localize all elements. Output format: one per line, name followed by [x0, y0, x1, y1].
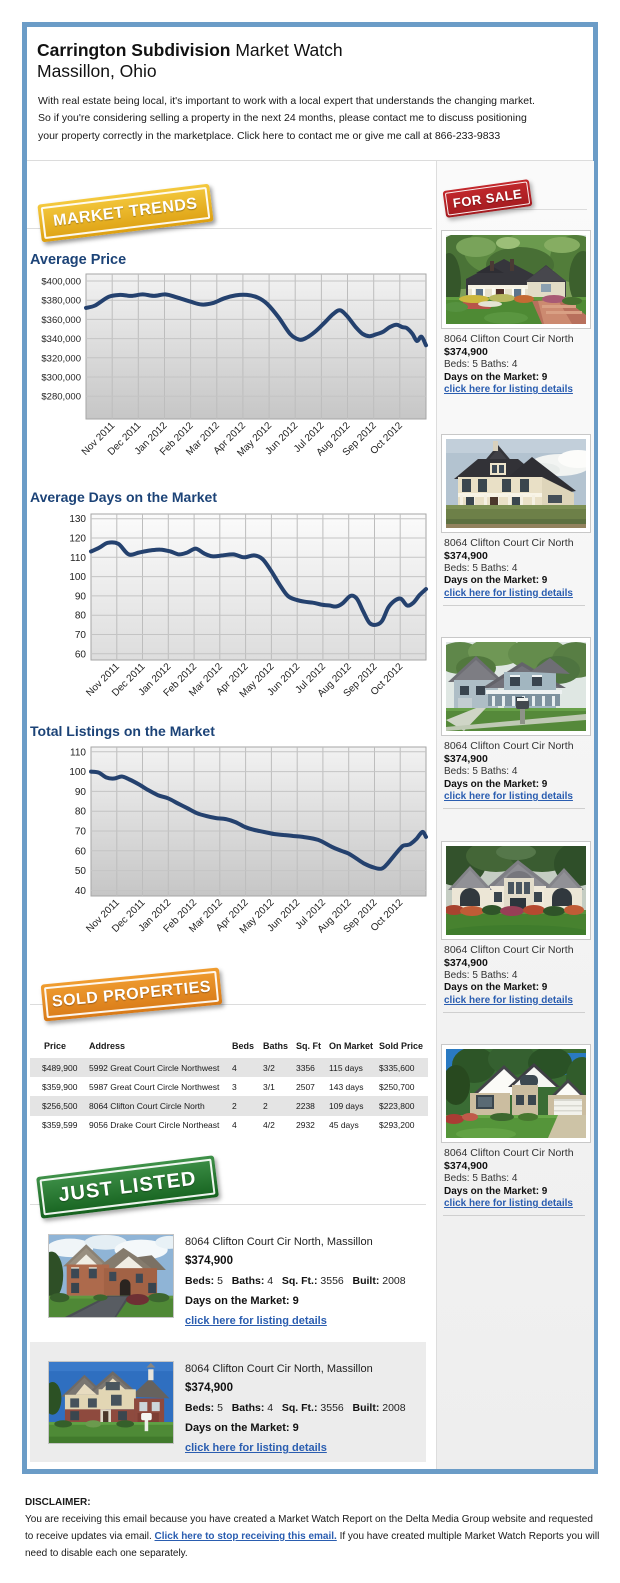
svg-text:$340,000: $340,000 [41, 334, 81, 345]
svg-text:$400,000: $400,000 [41, 277, 81, 288]
svg-text:70: 70 [75, 630, 87, 641]
svg-text:120: 120 [69, 534, 86, 545]
svg-text:$320,000: $320,000 [41, 353, 81, 364]
svg-text:90: 90 [75, 591, 87, 602]
svg-text:110: 110 [70, 553, 86, 564]
svg-text:60: 60 [75, 846, 87, 857]
svg-text:$300,000: $300,000 [41, 373, 81, 384]
svg-text:100: 100 [69, 572, 86, 583]
svg-text:130: 130 [69, 514, 86, 525]
svg-text:100: 100 [69, 767, 86, 778]
svg-text:$380,000: $380,000 [41, 296, 81, 307]
svg-text:80: 80 [75, 611, 87, 622]
svg-text:40: 40 [75, 886, 87, 897]
svg-text:50: 50 [75, 866, 87, 877]
svg-text:60: 60 [75, 649, 87, 660]
svg-text:$360,000: $360,000 [41, 315, 81, 326]
svg-text:70: 70 [75, 827, 87, 838]
svg-text:80: 80 [75, 807, 87, 818]
svg-text:$280,000: $280,000 [41, 392, 81, 403]
svg-text:110: 110 [70, 747, 86, 758]
svg-text:90: 90 [75, 787, 87, 798]
